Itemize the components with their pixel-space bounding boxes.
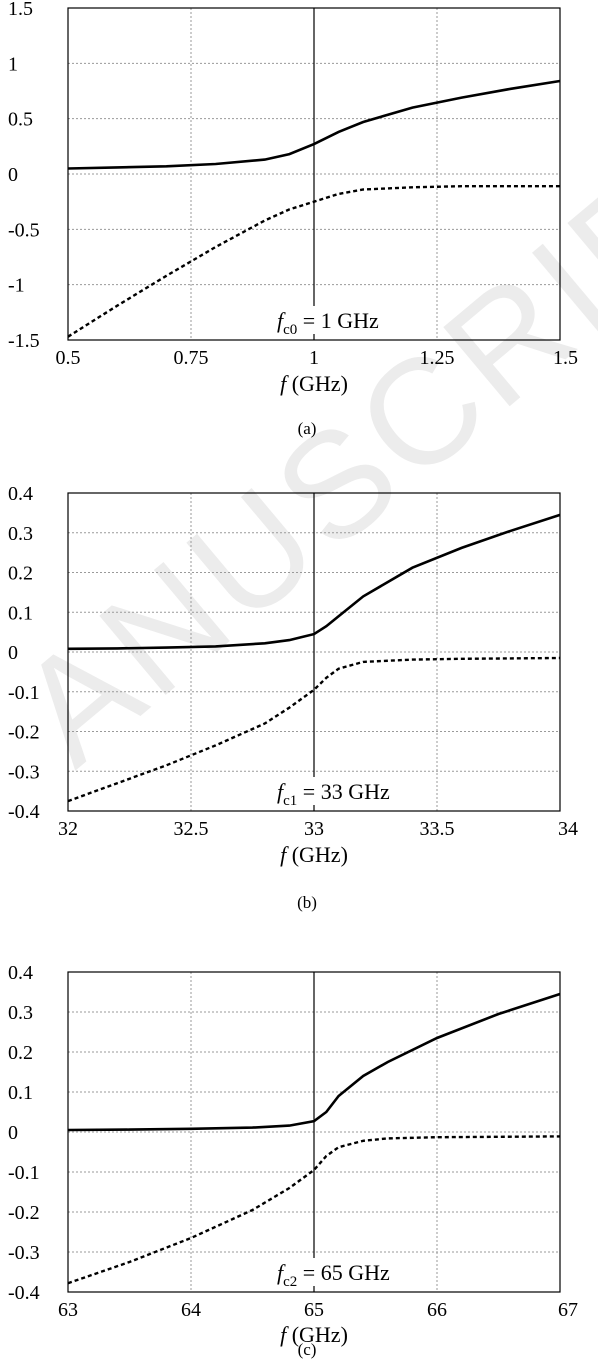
- series-line-dashed: [67, 656, 561, 803]
- plot-frame: [67, 492, 561, 812]
- y-tick-label: 0.4: [8, 962, 33, 984]
- series-line-dashed: [67, 184, 560, 338]
- x-tick-label: 0.75: [174, 347, 209, 369]
- chart-panel-3: 0.4 0.3 0.2 0.1 0 -0.1 -0.2 -0.3 -0.4 63 64 65 66 67 f…: [8, 962, 578, 1359]
- y-tick-label: 0.3: [8, 1002, 33, 1024]
- series-line-solid: [67, 79, 561, 170]
- x-tick-label: 63: [58, 1299, 78, 1321]
- x-tick-label: 1.5: [553, 347, 578, 369]
- y-tick-label: 0.2: [8, 563, 33, 585]
- y-tick-label: 0.5: [8, 109, 33, 131]
- y-tick-label: -0.1: [8, 682, 40, 704]
- cutoff-annotation: fc1 = 33 GHz: [277, 779, 390, 809]
- x-tick-label: 33.5: [420, 818, 455, 840]
- y-tick-label: 1: [8, 53, 18, 75]
- x-axis-label: f (GHz): [280, 371, 348, 396]
- series-line-dashed: [67, 1135, 561, 1285]
- y-tick-label: -0.3: [8, 1242, 40, 1264]
- y-tick-label: -0.2: [8, 1202, 40, 1224]
- y-tick-label: 1.5: [8, 0, 33, 20]
- y-tick-label: -0.4: [8, 801, 40, 823]
- plot-frame: [67, 7, 561, 341]
- x-tick-label: 1.25: [420, 347, 455, 369]
- y-tick-label: -0.4: [8, 1282, 40, 1304]
- series-line-solid: [67, 992, 561, 1132]
- y-tick-label: -1: [8, 275, 25, 297]
- y-tick-label: -1.5: [8, 330, 40, 352]
- panel-caption: (b): [297, 893, 317, 912]
- y-tick-label: 0.1: [8, 602, 33, 624]
- panel-caption: (a): [298, 419, 317, 438]
- cutoff-annotation: fc2 = 65 GHz: [277, 1260, 390, 1290]
- x-tick-label: 64: [181, 1299, 201, 1321]
- x-tick-label: 65: [304, 1299, 324, 1321]
- panel-caption: (c): [298, 1340, 317, 1359]
- x-tick-label: 32.5: [174, 818, 209, 840]
- chart-panel-1: 1.5 1 0.5 0 -0.5 -1 -1.5 0.5 0.75 1 1.25 1.5 f (GHz)…: [8, 0, 578, 438]
- plot-frame: [67, 971, 561, 1293]
- y-tick-label: 0.3: [8, 523, 33, 545]
- x-axis-label: f (GHz): [280, 842, 348, 867]
- y-tick-label: -0.2: [8, 722, 40, 744]
- annotation-background: [273, 306, 423, 334]
- x-tick-label: 33: [304, 818, 324, 840]
- y-tick-label: -0.3: [8, 761, 40, 783]
- cutoff-annotation: fc0 = 1 GHz: [277, 308, 379, 338]
- x-tick-label: 34: [558, 818, 578, 840]
- annotation-background: [273, 1258, 423, 1286]
- y-tick-label: -0.1: [8, 1162, 40, 1184]
- y-tick-label: 0: [8, 1122, 18, 1144]
- series-line-solid: [67, 513, 561, 651]
- x-tick-label: 1: [309, 347, 319, 369]
- y-tick-label: 0.1: [8, 1082, 33, 1104]
- x-axis-label: f (GHz): [280, 1322, 348, 1347]
- x-tick-label: 66: [427, 1299, 447, 1321]
- y-tick-label: 0.2: [8, 1042, 33, 1064]
- x-tick-label: 67: [558, 1299, 578, 1321]
- chart-panel-2: 0.4 0.3 0.2 0.1 0 -0.1 -0.2 -0.3 -0.4 32 32.5 33 33.…: [8, 483, 578, 912]
- x-tick-label: 0.5: [56, 347, 81, 369]
- y-tick-label: 0: [8, 642, 18, 664]
- y-tick-label: 0: [8, 164, 18, 186]
- annotation-background: [273, 777, 423, 805]
- y-tick-label: 0.4: [8, 483, 33, 505]
- y-tick-label: -0.5: [8, 219, 40, 241]
- x-tick-label: 32: [58, 818, 78, 840]
